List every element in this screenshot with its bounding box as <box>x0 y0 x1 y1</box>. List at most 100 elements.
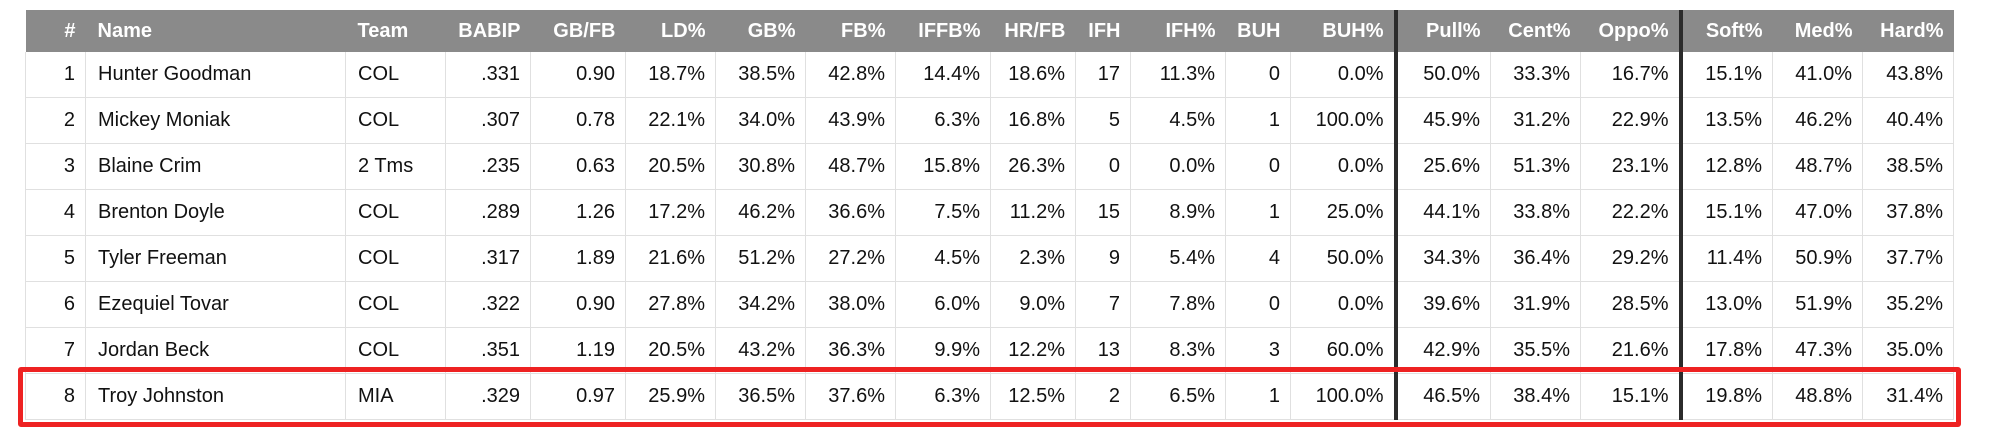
buh-cell: 3 <box>1225 327 1291 374</box>
ifh-cell: 17 <box>1075 52 1131 98</box>
header-cell-buh-pct[interactable]: BUH% <box>1290 10 1396 52</box>
fb-pct-cell: 48.7% <box>805 143 896 190</box>
ld-pct-cell: 21.6% <box>625 235 716 282</box>
team-cell[interactable]: COL <box>345 52 446 98</box>
rank-cell: 5 <box>25 235 86 282</box>
buh-cell: 1 <box>1225 373 1291 420</box>
name-cell[interactable]: Hunter Goodman <box>85 52 346 98</box>
header-cell-hard-pct[interactable]: Hard% <box>1862 10 1954 52</box>
team-cell[interactable]: COL <box>345 235 446 282</box>
med-pct-cell: 47.0% <box>1772 189 1863 236</box>
header-cell-oppo-pct[interactable]: Oppo% <box>1580 10 1681 52</box>
iffb-pct-cell: 7.5% <box>895 189 991 236</box>
table-row: 6 Ezequiel Tovar COL .322 0.90 27.8% 34.2% 38.0… <box>25 281 1954 328</box>
rank-cell: 2 <box>25 97 86 144</box>
team-cell[interactable]: COL <box>345 327 446 374</box>
hr-fb-cell: 2.3% <box>990 235 1076 282</box>
ifh-pct-cell: 6.5% <box>1130 373 1226 420</box>
header-cell-buh[interactable]: BUH <box>1225 10 1291 52</box>
ifh-pct-cell: 5.4% <box>1130 235 1226 282</box>
pull-pct-cell: 44.1% <box>1393 189 1491 236</box>
fb-pct-cell: 43.9% <box>805 97 896 144</box>
med-pct-cell: 50.9% <box>1772 235 1863 282</box>
buh-pct-cell: 0.0% <box>1290 281 1396 328</box>
gb-pct-cell: 46.2% <box>715 189 806 236</box>
ifh-pct-cell: 11.3% <box>1130 52 1226 98</box>
babip-cell: .322 <box>445 281 531 328</box>
name-cell[interactable]: Blaine Crim <box>85 143 346 190</box>
babip-cell: .289 <box>445 189 531 236</box>
team-cell[interactable]: COL <box>345 281 446 328</box>
table-header: # Name Team BABIP GB/FB LD% GB% FB% IFFB% HR/FB IF… <box>25 10 1954 52</box>
header-cell-name[interactable]: Name <box>85 10 346 52</box>
pull-pct-cell: 46.5% <box>1393 373 1491 420</box>
gb-pct-cell: 36.5% <box>715 373 806 420</box>
pull-pct-cell: 39.6% <box>1393 281 1491 328</box>
header-cell-ifh-pct[interactable]: IFH% <box>1130 10 1226 52</box>
hr-fb-cell: 16.8% <box>990 97 1076 144</box>
header-cell-team[interactable]: Team <box>345 10 446 52</box>
header-cell-gb-pct[interactable]: GB% <box>715 10 806 52</box>
gb-fb-cell: 0.90 <box>530 281 626 328</box>
team-cell[interactable]: MIA <box>345 373 446 420</box>
med-pct-cell: 51.9% <box>1772 281 1863 328</box>
name-cell[interactable]: Troy Johnston <box>85 373 346 420</box>
buh-pct-cell: 100.0% <box>1290 97 1396 144</box>
pull-pct-cell: 42.9% <box>1393 327 1491 374</box>
buh-pct-cell: 100.0% <box>1290 373 1396 420</box>
gb-pct-cell: 38.5% <box>715 52 806 98</box>
ifh-cell: 2 <box>1075 373 1131 420</box>
babip-cell: .331 <box>445 52 531 98</box>
name-cell[interactable]: Mickey Moniak <box>85 97 346 144</box>
buh-cell: 0 <box>1225 143 1291 190</box>
gb-fb-cell: 0.90 <box>530 52 626 98</box>
iffb-pct-cell: 4.5% <box>895 235 991 282</box>
fb-pct-cell: 42.8% <box>805 52 896 98</box>
header-cell-soft-pct[interactable]: Soft% <box>1678 10 1773 52</box>
team-cell[interactable]: 2 Tms <box>345 143 446 190</box>
ifh-cell: 9 <box>1075 235 1131 282</box>
babip-cell: .329 <box>445 373 531 420</box>
buh-cell: 1 <box>1225 189 1291 236</box>
rank-cell: 8 <box>25 373 86 420</box>
cent-pct-cell: 31.9% <box>1490 281 1581 328</box>
name-cell[interactable]: Brenton Doyle <box>85 189 346 236</box>
name-cell[interactable]: Ezequiel Tovar <box>85 281 346 328</box>
header-cell-pull-pct[interactable]: Pull% <box>1393 10 1491 52</box>
batted-ball-stats-table: # Name Team BABIP GB/FB LD% GB% FB% IFFB% HR/FB IF… <box>25 10 1954 420</box>
ifh-pct-cell: 4.5% <box>1130 97 1226 144</box>
header-cell-ifh[interactable]: IFH <box>1075 10 1131 52</box>
header-cell-med-pct[interactable]: Med% <box>1772 10 1863 52</box>
header-cell-gb-fb[interactable]: GB/FB <box>530 10 626 52</box>
header-cell-babip[interactable]: BABIP <box>445 10 531 52</box>
med-pct-cell: 48.8% <box>1772 373 1863 420</box>
iffb-pct-cell: 15.8% <box>895 143 991 190</box>
team-cell[interactable]: COL <box>345 189 446 236</box>
oppo-pct-cell: 22.2% <box>1580 189 1681 236</box>
header-cell-rank[interactable]: # <box>25 10 86 52</box>
header-cell-iffb-pct[interactable]: IFFB% <box>895 10 991 52</box>
cent-pct-cell: 33.8% <box>1490 189 1581 236</box>
header-cell-fb-pct[interactable]: FB% <box>805 10 896 52</box>
soft-pct-cell: 11.4% <box>1678 235 1773 282</box>
header-cell-ld-pct[interactable]: LD% <box>625 10 716 52</box>
buh-pct-cell: 0.0% <box>1290 143 1396 190</box>
hr-fb-cell: 12.5% <box>990 373 1076 420</box>
team-cell[interactable]: COL <box>345 97 446 144</box>
gb-pct-cell: 43.2% <box>715 327 806 374</box>
table-row: 1 Hunter Goodman COL .331 0.90 18.7% 38.5% 42.8… <box>25 52 1954 98</box>
ld-pct-cell: 27.8% <box>625 281 716 328</box>
oppo-pct-cell: 21.6% <box>1580 327 1681 374</box>
header-cell-hr-fb[interactable]: HR/FB <box>990 10 1076 52</box>
table-row: 7 Jordan Beck COL .351 1.19 20.5% 43.2% 36.3% 9.… <box>25 327 1954 374</box>
name-cell[interactable]: Jordan Beck <box>85 327 346 374</box>
buh-cell: 0 <box>1225 52 1291 98</box>
iffb-pct-cell: 6.0% <box>895 281 991 328</box>
table-row: 3 Blaine Crim 2 Tms .235 0.63 20.5% 30.8% 48.7%… <box>25 143 1954 190</box>
table-row: 8 Troy Johnston MIA .329 0.97 25.9% 36.5% 37.6%… <box>25 373 1954 420</box>
oppo-pct-cell: 16.7% <box>1580 52 1681 98</box>
name-cell[interactable]: Tyler Freeman <box>85 235 346 282</box>
fb-pct-cell: 37.6% <box>805 373 896 420</box>
header-cell-cent-pct[interactable]: Cent% <box>1490 10 1581 52</box>
gb-fb-cell: 0.97 <box>530 373 626 420</box>
